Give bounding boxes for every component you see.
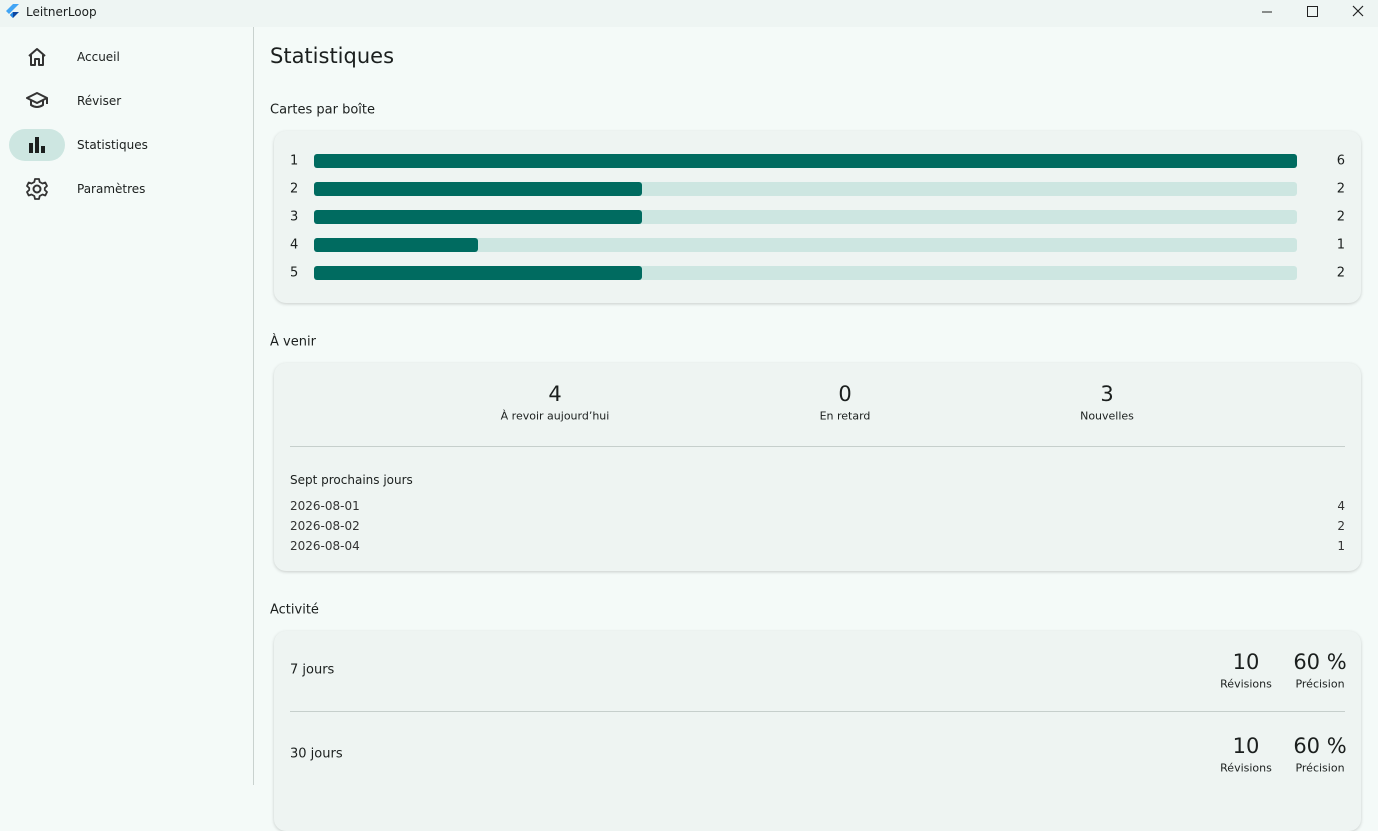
window-title: LeitnerLoop (26, 5, 97, 19)
chart-icon (29, 137, 45, 153)
bar (314, 182, 642, 196)
subheading: Sept prochains jours (290, 473, 413, 487)
reviews-label: Révisions (1220, 761, 1272, 775)
accuracy-label: Précision (1295, 677, 1345, 691)
stat-label: En retard (819, 409, 871, 423)
section-heading: Cartes par boîte (270, 102, 375, 118)
box-count: 6 (1336, 153, 1345, 169)
window-controls (1262, 5, 1364, 17)
day-count: 1 (1337, 539, 1345, 553)
close-button[interactable] (1352, 5, 1364, 17)
divider (290, 446, 1345, 447)
maximize-button[interactable] (1307, 6, 1318, 17)
box-label: 2 (290, 181, 299, 197)
divider (290, 711, 1345, 712)
box-label: 4 (290, 237, 299, 253)
box-count: 2 (1336, 181, 1345, 197)
day-date: 2026-08-02 (290, 519, 360, 533)
stat-value: 3 (1100, 382, 1114, 406)
day-count: 4 (1337, 499, 1345, 513)
stat-value: 4 (548, 382, 562, 406)
stat-value: 0 (838, 382, 852, 406)
upcoming-card (274, 363, 1361, 571)
day-count: 2 (1337, 519, 1345, 533)
reviews-label: Révisions (1220, 677, 1272, 691)
school-icon (26, 92, 48, 108)
reviews-value: 10 (1232, 650, 1260, 674)
period-label: 30 jours (290, 746, 343, 762)
nav-item[interactable]: Paramètres (77, 182, 146, 196)
box-label: 5 (290, 265, 299, 281)
day-date: 2026-08-04 (290, 539, 360, 553)
nav-item[interactable]: Statistiques (77, 138, 148, 152)
accuracy-label: Précision (1295, 761, 1345, 775)
box-count: 2 (1336, 209, 1345, 225)
app-window: {"window": {"title": "LeitnerLoop"}, "na… (0, 0, 1378, 785)
day-date: 2026-08-01 (290, 499, 360, 513)
period-label: 7 jours (290, 662, 335, 678)
bar-track (314, 238, 1297, 252)
box-count: 2 (1336, 265, 1345, 281)
nav-item[interactable]: Réviser (77, 94, 122, 108)
box-count: 1 (1336, 237, 1345, 253)
section-heading: Activité (270, 602, 319, 618)
navigation-rail: Accueil Réviser Statistiques Paramètres (0, 27, 254, 785)
settings-icon (26, 178, 48, 200)
accuracy-value: 60 % (1293, 734, 1347, 758)
bar (314, 266, 642, 280)
box-label: 3 (290, 209, 299, 225)
bar (314, 210, 642, 224)
stat-label: À revoir aujourd’hui (500, 409, 610, 423)
bar (314, 238, 478, 252)
page-title: Statistiques (270, 44, 395, 68)
box-label: 1 (290, 153, 299, 169)
activity-card (274, 631, 1361, 831)
app-icon (6, 4, 19, 18)
reviews-value: 10 (1232, 734, 1260, 758)
accuracy-value: 60 % (1293, 650, 1347, 674)
bar (314, 154, 1297, 168)
nav-item[interactable]: Accueil (77, 50, 120, 64)
stat-label: Nouvelles (1080, 409, 1134, 423)
title-bar: LeitnerLoop (0, 0, 1378, 27)
section-heading: À venir (270, 334, 316, 350)
home-icon (28, 48, 46, 66)
